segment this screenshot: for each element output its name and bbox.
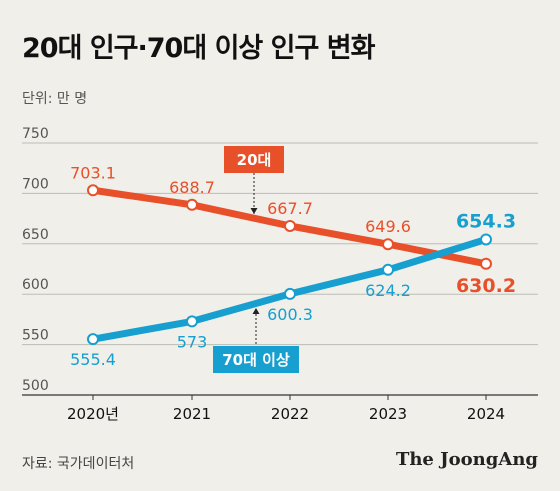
pointer-arrow-20s [250,208,258,214]
data-point-70plus [87,333,99,346]
series-tag-label-70plus: 70대 이상 [222,351,290,369]
data-point-20s [480,257,492,270]
data-label: 667.7 [267,199,313,218]
pointer-arrow-70plus [252,308,260,314]
data-point-70plus [382,263,394,276]
data-point-20s [284,219,296,232]
x-tick-label: 2021 [173,405,211,423]
y-tick-label: 650 [22,227,49,243]
data-label: 654.3 [456,210,516,232]
series-tag-20s [224,146,284,173]
data-label: 600.3 [267,305,313,324]
data-point-70plus [186,315,198,328]
chart-title: 20대 인구·70대 이상 인구 변화 [22,33,375,64]
data-label: 624.2 [365,281,411,300]
brand-logo: The JoongAng [395,449,538,470]
data-label: 630.2 [456,275,516,297]
x-tick-label: 2023 [369,405,407,423]
data-point-20s [186,198,198,211]
data-label: 573 [177,332,208,351]
data-label: 688.7 [169,178,215,197]
y-tick-label: 750 [22,126,49,142]
data-point-20s [87,184,99,197]
x-tick-label: 2020년 [67,405,119,423]
source-note: 자료: 국가데이터처 [22,456,135,472]
y-tick-label: 700 [22,176,49,192]
data-point-70plus [284,287,296,300]
x-tick-label: 2022 [271,405,309,423]
y-tick-label: 600 [22,277,49,293]
unit-label: 단위: 만 명 [22,91,88,107]
series-tag-70plus [213,346,299,373]
data-label: 649.6 [365,217,411,236]
y-tick-label: 550 [22,328,49,344]
data-label: 555.4 [70,350,116,369]
y-tick-label: 500 [22,378,49,394]
x-tick-label: 2024 [467,405,505,423]
data-point-20s [382,238,394,251]
series-tag-label-20s: 20대 [237,151,272,169]
data-label: 703.1 [70,163,116,182]
data-point-70plus [480,233,492,246]
